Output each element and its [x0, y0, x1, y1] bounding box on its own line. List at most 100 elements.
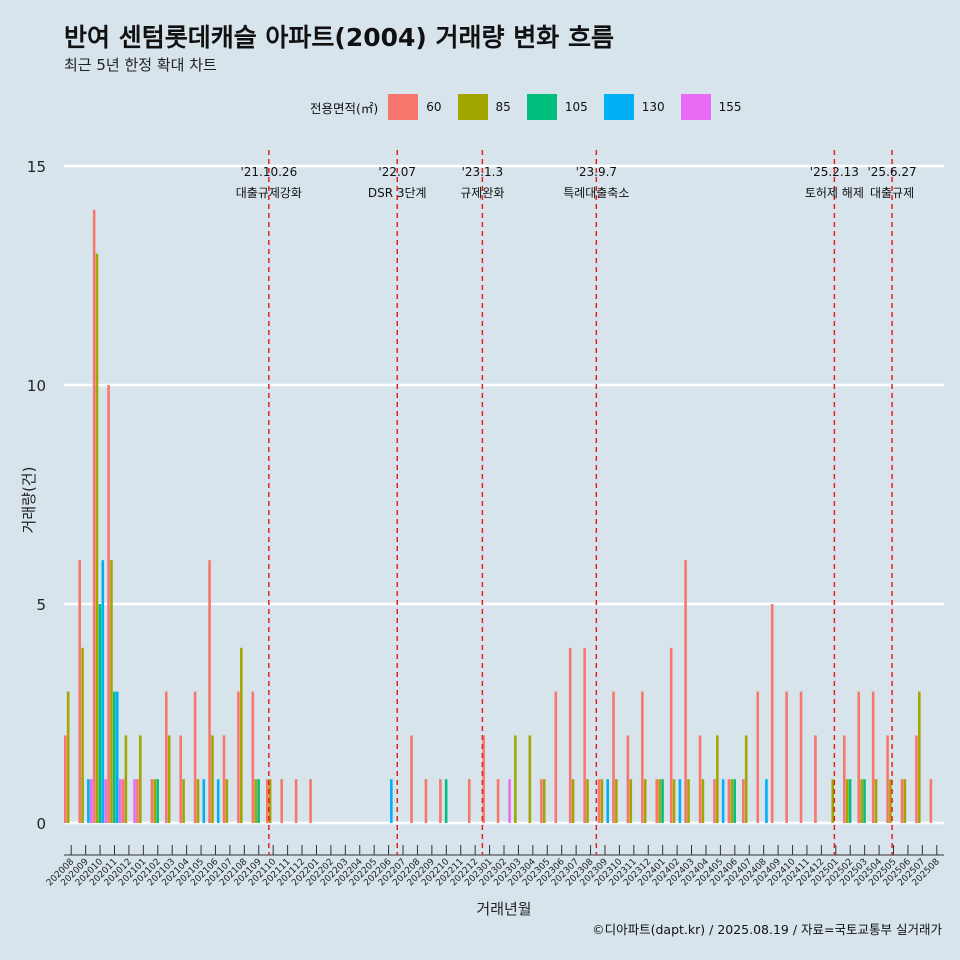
legend-item-85: 85 [457, 94, 511, 120]
bar-85-202506 [903, 779, 907, 823]
bar-85-202103 [167, 735, 171, 823]
bar-130-202105 [202, 779, 206, 823]
bar-60-202101 [136, 779, 139, 823]
bar-85-202504 [874, 779, 878, 823]
bar-60-202410 [785, 691, 788, 823]
event-date-label: '25.2.13 [810, 165, 859, 179]
y-tick-label: 0 [36, 815, 46, 833]
bar-60-202504 [871, 691, 875, 823]
legend-item-105: 105 [526, 94, 588, 120]
bar-60-202104 [179, 735, 182, 823]
bar-130-202309 [606, 779, 610, 823]
bar-85-202312 [643, 779, 647, 823]
y-axis-title: 거래량(건) [20, 467, 38, 534]
bar-60-202505 [886, 735, 889, 823]
event-date-label: '23.9.7 [576, 165, 617, 179]
bar-60-202008 [64, 735, 67, 823]
event-date-label: '23.1.3 [462, 165, 503, 179]
bar-60-202103 [164, 691, 168, 823]
bar-60-202307 [568, 647, 572, 823]
legend-label-85: 85 [495, 100, 511, 114]
bar-85-202009 [81, 647, 84, 823]
bar-60-202109 [251, 691, 255, 823]
legend-label-130: 130 [641, 100, 665, 114]
chart-title: 반여 센텀롯데캐슬 아파트(2004) 거래량 변화 흐름 [64, 23, 614, 52]
bar-85-202307 [571, 779, 575, 823]
bar-60-202009 [78, 560, 82, 823]
bar-105-202503 [863, 779, 866, 823]
bar-155-202010 [104, 779, 107, 823]
event-name-label: 대출규제강화 [236, 186, 302, 200]
bar-85-202311 [629, 779, 633, 823]
bar-130-202402 [678, 779, 682, 823]
bar-60-202107 [222, 735, 226, 823]
bar-60-202409 [770, 604, 774, 823]
bar-60-202507 [915, 735, 918, 823]
bar-85-202403 [687, 779, 690, 823]
bar-60-202306 [554, 691, 558, 823]
bar-85-202303 [514, 735, 517, 823]
bar-155-202012 [133, 779, 136, 823]
bar-130-202106 [216, 779, 220, 823]
bar-60-202309 [597, 779, 601, 823]
bar-85-202507 [918, 691, 921, 823]
legend-swatch-105 [526, 94, 557, 120]
bar-60-202210 [439, 779, 442, 823]
bar-60-202102 [150, 779, 154, 823]
bar-85-202012 [124, 735, 128, 823]
bar-85-202405 [716, 735, 719, 823]
bar-85-202308 [586, 779, 589, 823]
source-caption: ©디아파트(dapt.kr) / 2025.08.19 / 자료=국토교통부 실… [592, 922, 942, 937]
bar-105-202010 [98, 604, 102, 823]
legend-item-155: 155 [680, 94, 742, 120]
legend-swatch-155 [680, 94, 711, 120]
x-axis-title: 거래년월 [476, 900, 531, 918]
bar-130-202408 [765, 779, 768, 823]
bar-85-202404 [701, 779, 705, 823]
event-name-label: 특례대출축소 [563, 186, 629, 200]
bar-85-202109 [254, 779, 258, 823]
bar-105-202406 [733, 779, 736, 823]
bar-60-202508 [929, 779, 933, 823]
bar-60-202407 [742, 779, 745, 823]
legend-label-60: 60 [426, 100, 442, 114]
event-name-label: 토허제 해제 [805, 186, 864, 200]
bar-85-202008 [66, 691, 70, 823]
legend-title: 전용면적(㎡) [310, 100, 379, 116]
bar-85-202402 [672, 779, 676, 823]
bar-60-202502 [843, 735, 846, 823]
bar-60-202201 [309, 779, 312, 823]
bar-60-202403 [684, 560, 687, 823]
legend-label-105: 105 [564, 100, 588, 114]
bar-85-202102 [153, 779, 157, 823]
bar-60-202405 [713, 779, 716, 823]
event-date-label: '22.07 [378, 165, 416, 179]
bar-105-202102 [156, 779, 159, 823]
y-tick-label: 15 [27, 158, 46, 176]
bar-60-202404 [698, 735, 702, 823]
bar-60-202311 [626, 735, 630, 823]
bar-105-202011 [113, 691, 116, 823]
bar-60-202503 [857, 691, 861, 823]
bar-85-202108 [240, 647, 243, 823]
legend: 전용면적(㎡) 60 85 105 130 155 [310, 94, 758, 120]
bar-60-202110 [265, 779, 269, 823]
bar-85-202110 [268, 779, 272, 823]
bar-60-202212 [467, 779, 471, 823]
legend-swatch-130 [603, 94, 634, 120]
bar-60-202108 [237, 691, 240, 823]
bar-60-202312 [641, 691, 644, 823]
bar-85-202501 [831, 779, 835, 823]
legend-item-60: 60 [388, 94, 442, 120]
bar-85-202010 [95, 253, 99, 824]
bar-85-202309 [600, 779, 604, 823]
bar-60-202412 [814, 735, 817, 823]
bar-60-202308 [583, 647, 586, 823]
chart-subtitle: 최근 5년 한정 확대 차트 [64, 56, 217, 74]
legend-item-130: 130 [603, 94, 665, 120]
bar-60-202105 [193, 691, 197, 823]
event-name-label: 대출규제 [870, 186, 914, 200]
event-date-label: '25.6.27 [868, 165, 917, 179]
bar-105-202401 [661, 779, 664, 823]
bar-105-202502 [848, 779, 852, 823]
